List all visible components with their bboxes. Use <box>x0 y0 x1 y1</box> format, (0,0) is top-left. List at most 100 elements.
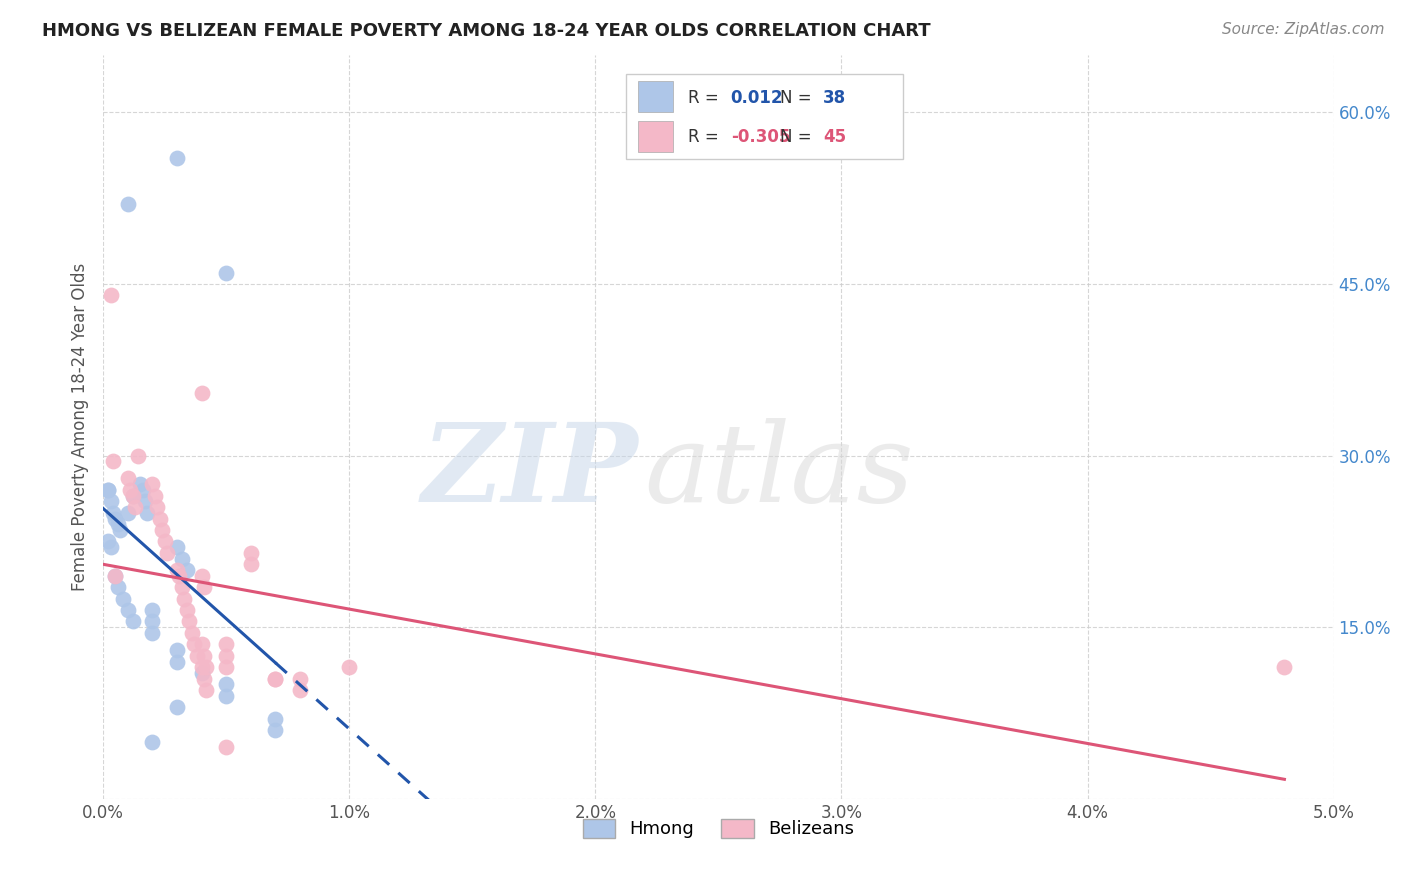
Point <box>117 603 139 617</box>
Point <box>117 506 139 520</box>
Point <box>104 511 127 525</box>
Point <box>173 591 195 606</box>
Point <box>179 615 201 629</box>
Point <box>143 489 166 503</box>
Point <box>111 591 134 606</box>
Point <box>183 637 205 651</box>
Text: 0.012: 0.012 <box>731 88 783 107</box>
Text: 38: 38 <box>823 88 846 107</box>
Point <box>134 494 156 508</box>
Point <box>264 723 287 738</box>
Point <box>127 449 149 463</box>
Bar <box>638 121 673 153</box>
Point <box>215 677 238 691</box>
Point <box>141 615 163 629</box>
Text: atlas: atlas <box>644 417 914 525</box>
Point <box>195 660 218 674</box>
Point <box>215 637 238 651</box>
Point <box>110 523 132 537</box>
Point <box>215 660 238 674</box>
Point <box>141 603 163 617</box>
Point <box>121 489 143 503</box>
Point <box>215 648 238 663</box>
Point <box>100 288 122 302</box>
Point <box>239 558 262 572</box>
Text: HMONG VS BELIZEAN FEMALE POVERTY AMONG 18-24 YEAR OLDS CORRELATION CHART: HMONG VS BELIZEAN FEMALE POVERTY AMONG 1… <box>42 22 931 40</box>
Point <box>169 568 191 582</box>
Point <box>264 712 287 726</box>
Point <box>100 540 122 554</box>
Point <box>149 511 172 525</box>
Point <box>131 483 153 497</box>
Text: R =: R = <box>688 128 724 146</box>
Point <box>166 151 188 165</box>
Point <box>97 483 120 497</box>
Point <box>101 506 124 520</box>
Point <box>170 551 193 566</box>
Point <box>176 603 198 617</box>
Point <box>215 266 238 280</box>
Point <box>101 454 124 468</box>
Point <box>190 660 212 674</box>
Point <box>153 534 176 549</box>
Point <box>150 523 173 537</box>
Point <box>288 683 311 698</box>
Point <box>97 534 120 549</box>
Point <box>104 568 127 582</box>
Point <box>239 546 262 560</box>
Text: N =: N = <box>780 88 817 107</box>
Point <box>166 563 188 577</box>
Point <box>288 672 311 686</box>
Point <box>193 672 215 686</box>
Point <box>190 665 212 680</box>
Point <box>136 506 159 520</box>
Point <box>141 477 163 491</box>
Point <box>121 489 143 503</box>
Point <box>166 700 188 714</box>
Point <box>121 615 143 629</box>
Point <box>176 563 198 577</box>
Point <box>193 648 215 663</box>
Point <box>124 500 146 514</box>
Point <box>107 580 129 594</box>
Point <box>129 477 152 491</box>
Point <box>166 540 188 554</box>
FancyBboxPatch shape <box>626 74 903 160</box>
Point <box>193 580 215 594</box>
Point <box>190 385 212 400</box>
Point <box>166 655 188 669</box>
Text: N =: N = <box>780 128 817 146</box>
Text: ZIP: ZIP <box>422 417 638 525</box>
Point <box>170 580 193 594</box>
Point <box>166 643 188 657</box>
Point <box>100 494 122 508</box>
Point <box>156 546 179 560</box>
Point <box>195 683 218 698</box>
Point <box>117 471 139 485</box>
Y-axis label: Female Poverty Among 18-24 Year Olds: Female Poverty Among 18-24 Year Olds <box>72 263 89 591</box>
Point <box>264 672 287 686</box>
Point <box>190 568 212 582</box>
Point <box>104 568 127 582</box>
Point <box>190 637 212 651</box>
Point <box>97 483 120 497</box>
Point <box>141 734 163 748</box>
Point <box>215 740 238 755</box>
Text: -0.305: -0.305 <box>731 128 790 146</box>
Point <box>120 483 142 497</box>
Point <box>264 672 287 686</box>
Point <box>107 517 129 532</box>
Point <box>117 197 139 211</box>
Bar <box>638 81 673 112</box>
Text: 45: 45 <box>823 128 846 146</box>
Point <box>186 648 208 663</box>
Point <box>180 626 202 640</box>
Point <box>1274 660 1296 674</box>
Point <box>141 626 163 640</box>
Legend: Hmong, Belizeans: Hmong, Belizeans <box>575 812 862 846</box>
Point <box>337 660 360 674</box>
Text: Source: ZipAtlas.com: Source: ZipAtlas.com <box>1222 22 1385 37</box>
Point <box>146 500 169 514</box>
Text: R =: R = <box>688 88 724 107</box>
Point <box>215 689 238 703</box>
